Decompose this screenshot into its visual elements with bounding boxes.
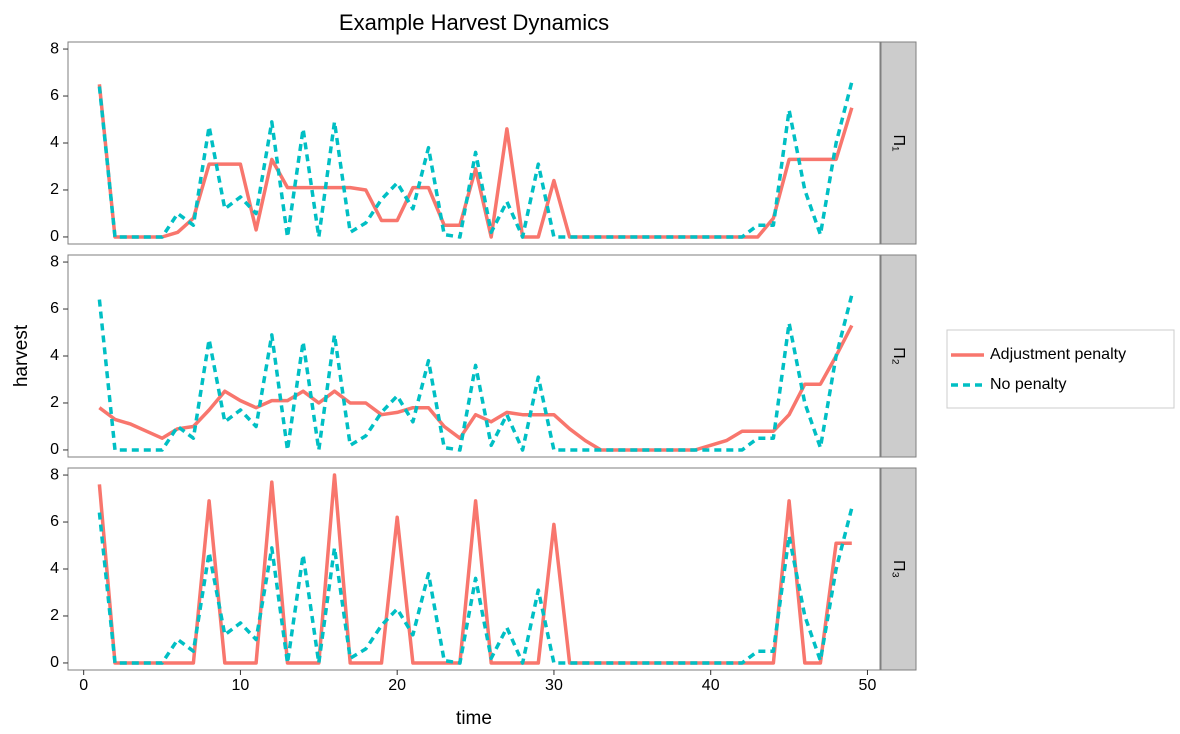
y-tick-label: 2 (50, 607, 59, 624)
legend-label: Adjustment penalty (990, 346, 1126, 363)
facet-label: Π₁ (890, 135, 907, 152)
y-tick-label: 8 (50, 253, 59, 270)
y-tick-label: 8 (50, 40, 59, 57)
panel (67, 254, 881, 458)
y-tick-label: 8 (50, 466, 59, 483)
facet-label: Π₂ (890, 347, 907, 365)
x-tick-label: 50 (859, 677, 877, 694)
series-line (97, 294, 854, 452)
y-tick-label: 2 (50, 181, 59, 198)
y-tick-label: 0 (50, 228, 59, 245)
y-tick-label: 4 (50, 134, 59, 151)
legend-label: No penalty (990, 376, 1067, 393)
y-tick-label: 0 (50, 654, 59, 671)
x-tick-label: 10 (232, 677, 250, 694)
chart-title: Example Harvest Dynamics (339, 10, 609, 35)
x-tick-label: 20 (388, 677, 406, 694)
facet-strip (880, 254, 917, 458)
panel (67, 41, 881, 245)
y-tick-label: 6 (50, 513, 59, 530)
y-tick-label: 4 (50, 347, 59, 364)
y-tick-label: 2 (50, 394, 59, 411)
y-axis-label: harvest (11, 324, 32, 387)
y-tick-label: 4 (50, 560, 59, 577)
x-tick-label: 0 (79, 677, 88, 694)
y-tick-label: 6 (50, 87, 59, 104)
facet-strip (880, 41, 917, 245)
series-line (97, 81, 854, 239)
y-tick-label: 0 (50, 441, 59, 458)
series-line (97, 507, 854, 665)
y-tick-label: 6 (50, 300, 59, 317)
facet-strip (880, 467, 917, 671)
panel (67, 467, 881, 671)
x-tick-label: 40 (702, 677, 720, 694)
x-tick-label: 30 (545, 677, 563, 694)
x-axis-label: time (456, 708, 492, 729)
legend-box (946, 329, 1175, 409)
series-line (98, 324, 854, 452)
facet-label: Π₃ (890, 560, 907, 578)
